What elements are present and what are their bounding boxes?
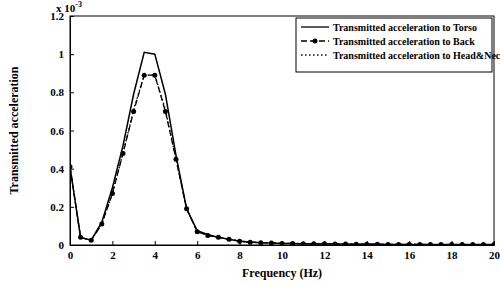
tick: 1: [59, 48, 75, 60]
marker: [492, 242, 495, 245]
tick-mark: [494, 241, 495, 245]
series-line: [70, 52, 494, 244]
tick: 0.2: [50, 201, 74, 213]
legend-label: Transmitted acceleration to Head&Neck: [333, 50, 500, 61]
legend-swatch: [301, 26, 329, 27]
legend-swatch: [301, 54, 329, 55]
tick: 8: [237, 241, 243, 261]
tick-mark: [197, 241, 198, 245]
marker: [417, 242, 422, 245]
tick-label: 12: [319, 249, 331, 261]
series-line: [70, 75, 494, 244]
tick-mark: [70, 92, 74, 93]
marker: [99, 222, 104, 227]
tick-label: 20: [489, 249, 500, 261]
tick-label: 16: [404, 249, 416, 261]
tick-label: 0.2: [50, 201, 64, 213]
tick-label: 0: [68, 249, 74, 261]
marker: [449, 242, 454, 245]
axis-line: [71, 17, 75, 246]
tick: 2: [110, 241, 116, 261]
legend-marker: [313, 39, 318, 44]
annotation-superscript: -3: [75, 0, 82, 9]
chart: 0246810121416182000.20.40.60.811.2Transm…: [0, 0, 500, 281]
legend: Transmitted acceleration to Torso Transmi…: [296, 18, 500, 72]
annotation: x 10-3: [56, 0, 82, 14]
tick: 0: [59, 239, 75, 251]
tick: 6: [195, 241, 201, 261]
series-group: [70, 52, 494, 245]
legend-label: Transmitted acceleration to Back: [333, 36, 475, 47]
marker: [195, 229, 200, 234]
tick-label: 14: [362, 249, 374, 261]
legend-box: [296, 18, 492, 72]
series-line: [70, 75, 494, 244]
tick-label: 2: [110, 249, 116, 261]
tick-mark: [155, 241, 156, 245]
tick-mark: [70, 16, 74, 17]
marker: [280, 241, 285, 245]
tick: 0.8: [50, 86, 74, 98]
tick-label: 4: [153, 249, 159, 261]
tick-label: 8: [237, 249, 243, 261]
tick: 4: [153, 241, 159, 261]
tick-mark: [112, 241, 113, 245]
plot: 0246810121416182000.20.40.60.811.2Transm…: [50, 10, 500, 261]
y-axis: 00.20.40.60.811.2: [50, 10, 74, 251]
tick-label: 1: [59, 48, 65, 60]
tick-label: 0: [59, 239, 65, 251]
legend-label: Transmitted acceleration to Torso: [333, 22, 477, 33]
tick-label: 18: [447, 249, 459, 261]
tick-label: 0.6: [50, 125, 64, 137]
tick-label: 6: [195, 249, 201, 261]
tick-mark: [70, 54, 74, 55]
tick-label: 0.8: [50, 86, 64, 98]
y-axis-label: Transmitted acceleration: [7, 66, 21, 194]
tick-mark: [70, 207, 74, 208]
annotation-text: x 10: [56, 2, 76, 14]
tick: 0.6: [50, 125, 74, 137]
tick-label: 10: [277, 249, 289, 261]
tick-mark: [70, 131, 74, 132]
tick-mark: [70, 245, 74, 246]
x-axis-label: Frequency (Hz): [242, 266, 322, 280]
marker: [216, 235, 221, 240]
tick-label: 0.4: [50, 163, 64, 175]
